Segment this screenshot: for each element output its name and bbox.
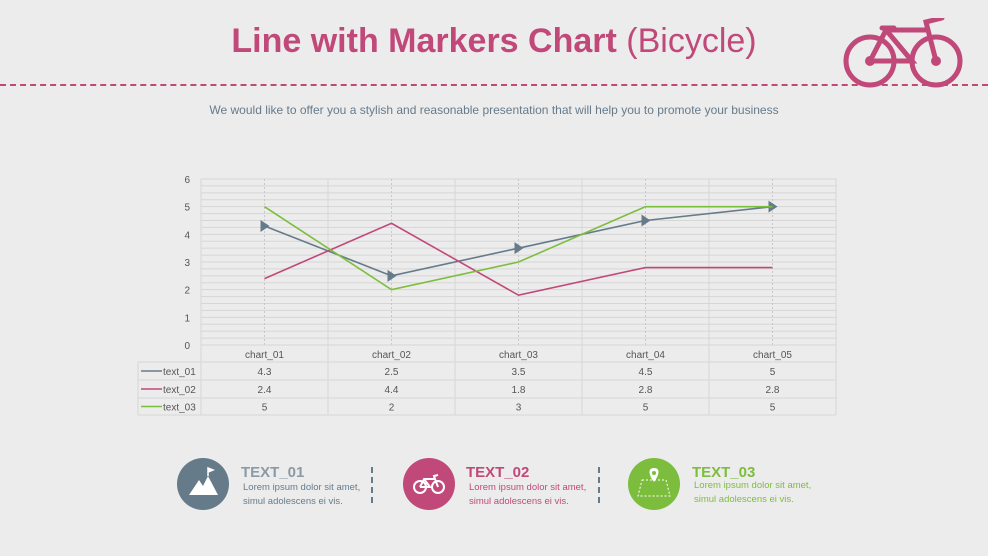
feature-text-3: Lorem ipsum dolor sit amet, simul adolesc… (694, 480, 812, 505)
y-tick-label: 6 (184, 175, 190, 186)
y-tick-label: 1 (184, 313, 190, 324)
table-cell: 3 (516, 403, 522, 414)
feature-icon-1 (177, 458, 229, 510)
legend-label: text_02 (163, 385, 196, 396)
x-tick-label: chart_03 (499, 350, 538, 361)
mountain-flag-icon (189, 466, 218, 495)
table-cell: 2 (389, 403, 395, 414)
y-tick-label: 4 (184, 230, 190, 241)
data-point-marker (387, 269, 397, 282)
y-tick-label: 2 (184, 286, 190, 297)
table-cell: 4.4 (385, 385, 399, 396)
title-light: (Bicycle) (626, 22, 757, 60)
feature-icon-2 (403, 458, 455, 510)
data-point-marker (260, 220, 270, 233)
table-cell: 5 (643, 403, 649, 414)
table-cell: 5 (770, 367, 776, 378)
feature-text-1: Lorem ipsum dolor sit amet, simul adolesc… (243, 482, 361, 507)
legend-label: text_03 (163, 403, 196, 414)
feature-title-2: TEXT_02 (466, 464, 530, 481)
separator (371, 467, 373, 503)
page-title: Line with Markers Chart (Bicycle) (0, 22, 988, 61)
data-point-marker (768, 200, 778, 213)
feature-icon-3 (628, 458, 680, 510)
table-cell: 4.5 (639, 367, 653, 378)
bicycle-icon (413, 474, 445, 494)
table-cell: 2.5 (385, 367, 399, 378)
x-tick-label: chart_02 (372, 350, 411, 361)
data-point-marker (641, 214, 651, 227)
table-cell: 1.8 (512, 385, 526, 396)
map-pin-icon (637, 468, 671, 497)
table-cell: 2.8 (639, 385, 653, 396)
data-point-marker (514, 242, 524, 255)
bicycle-icon (843, 18, 963, 88)
table-cell: 2.8 (766, 385, 780, 396)
table-cell: 5 (770, 403, 776, 414)
table-cell: 4.3 (258, 367, 272, 378)
table-cell: 5 (262, 403, 268, 414)
y-tick-label: 3 (184, 258, 190, 269)
feature-text-2: Lorem ipsum dolor sit amet, simul adolesc… (469, 482, 587, 507)
feature-title-1: TEXT_01 (241, 464, 305, 481)
series-line-text_03 (264, 205, 773, 291)
dashed-divider (0, 84, 988, 86)
legend-label: text_01 (163, 367, 196, 378)
series-line-text_02 (264, 222, 773, 297)
y-tick-label: 5 (184, 203, 190, 214)
x-tick-label: chart_05 (753, 350, 792, 361)
table-cell: 3.5 (512, 367, 526, 378)
title-bold: Line with Markers Chart (231, 22, 617, 60)
x-tick-label: chart_01 (245, 350, 284, 361)
x-tick-label: chart_04 (626, 350, 665, 361)
separator (598, 467, 600, 503)
subtitle: We would like to offer you a stylish and… (209, 103, 779, 117)
y-tick-label: 0 (184, 341, 190, 352)
table-cell: 2.4 (258, 385, 272, 396)
feature-title-3: TEXT_03 (692, 464, 756, 481)
